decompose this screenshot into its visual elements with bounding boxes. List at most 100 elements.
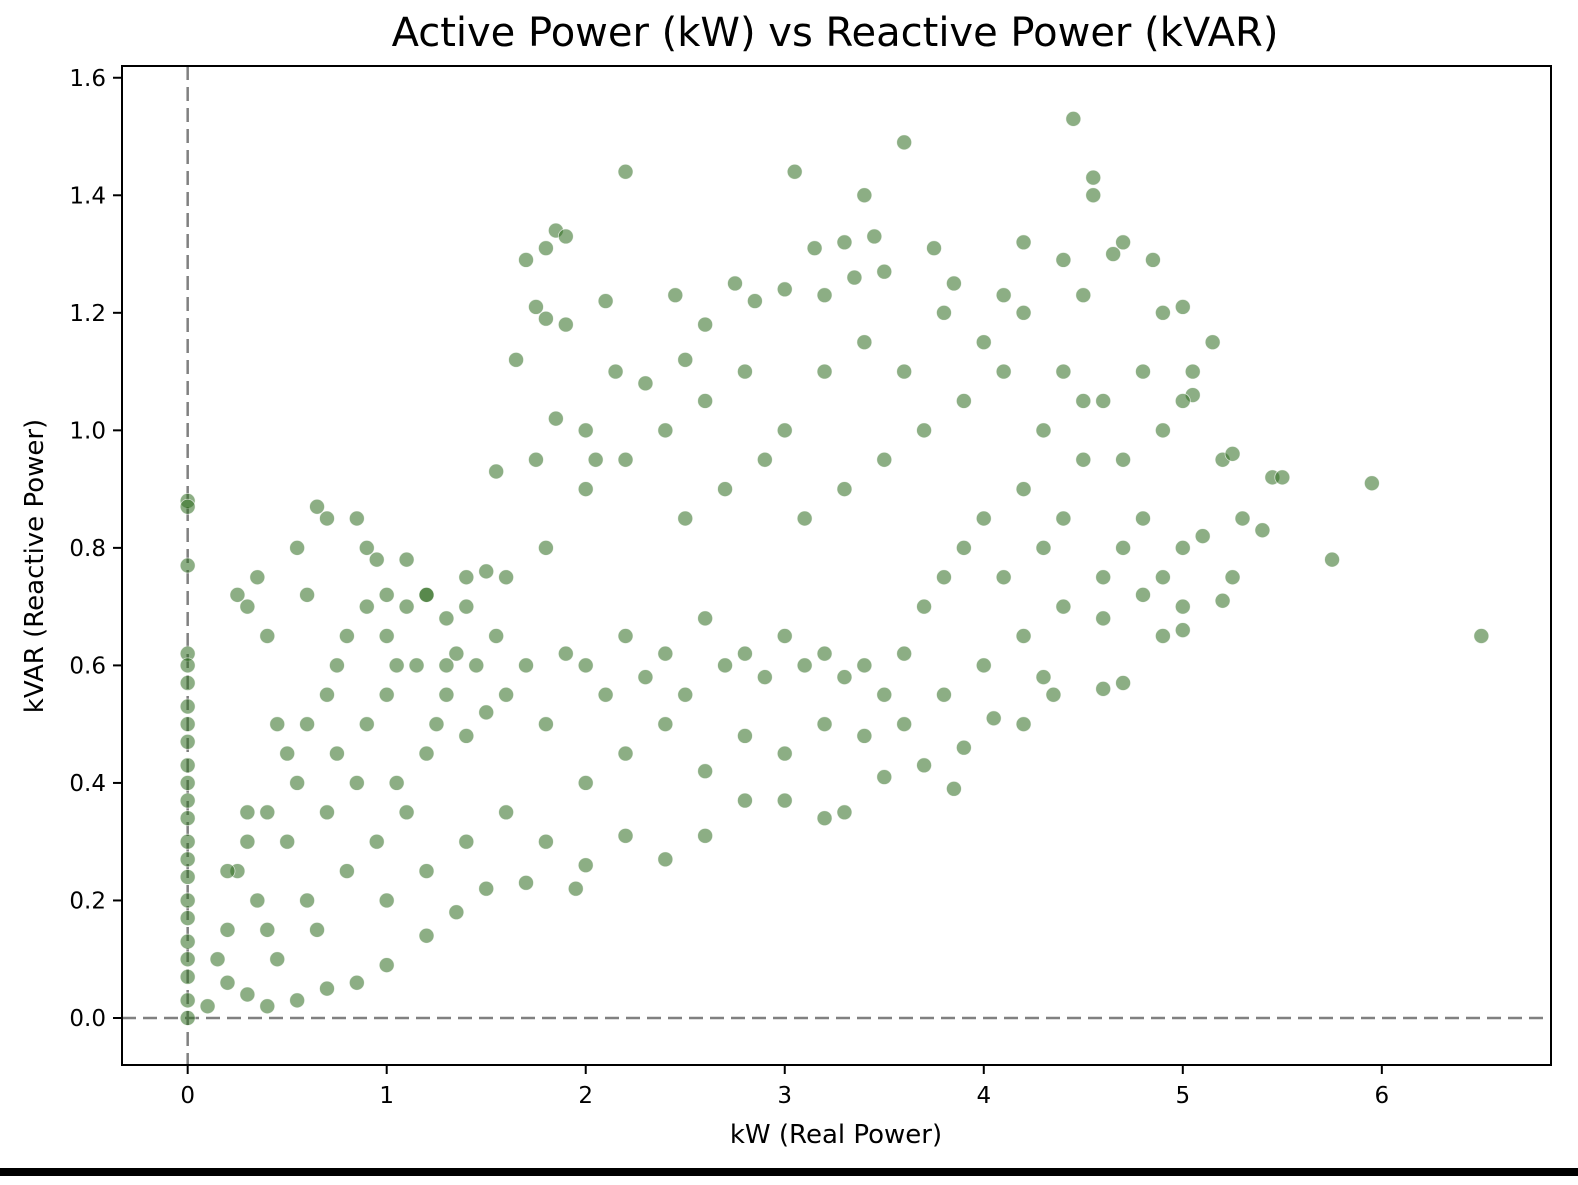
scatter-point	[478, 880, 495, 897]
scatter-point	[259, 998, 276, 1015]
scatter-point	[975, 657, 992, 674]
scatter-point	[438, 657, 455, 674]
scatter-point	[836, 481, 853, 498]
scatter-point	[378, 957, 395, 973]
scatter-point	[1174, 393, 1191, 409]
scatter-point	[348, 775, 365, 791]
scatter-point	[995, 287, 1012, 304]
y-tick-label: 1.6	[69, 66, 106, 92]
scatter-point	[617, 451, 634, 468]
y-tick-label: 0.4	[69, 771, 106, 797]
scatter-point	[866, 228, 883, 245]
scatter-point	[1035, 539, 1052, 556]
scatter-point	[1055, 252, 1072, 268]
scatter-point	[876, 263, 893, 280]
scatter-point	[1274, 469, 1291, 486]
scatter-point	[1075, 287, 1092, 304]
scatter-point	[1015, 716, 1032, 733]
scatter-point	[896, 716, 913, 733]
y-tick-label: 1.2	[69, 301, 106, 327]
scatter-point	[1035, 669, 1052, 686]
scatter-point	[995, 363, 1012, 380]
scatter-point	[995, 569, 1012, 586]
y-tick-label: 0.0	[69, 1006, 106, 1032]
scatter-point	[368, 551, 385, 568]
scatter-point	[209, 951, 226, 968]
scatter-point	[538, 716, 554, 733]
scatter-point	[816, 645, 833, 662]
scatter-point	[239, 804, 256, 821]
scatter-point	[697, 610, 714, 627]
scatter-point	[319, 686, 335, 703]
scatter-point	[498, 686, 515, 703]
scatter-point	[229, 586, 246, 603]
scatter-point	[319, 510, 335, 527]
scatter-point	[1055, 598, 1072, 615]
scatter-point	[677, 351, 694, 368]
plot-frame	[121, 65, 1552, 1066]
scatter-point	[1115, 675, 1131, 691]
scatter-point	[508, 351, 524, 368]
scatter-point	[916, 422, 932, 439]
scatter-point	[538, 833, 554, 850]
scatter-point	[279, 745, 296, 762]
scatter-point	[458, 598, 475, 615]
scatter-point	[776, 628, 793, 644]
scatter-point	[1035, 422, 1052, 439]
scatter-point	[179, 498, 196, 515]
scatter-point	[637, 669, 654, 686]
scatter-point	[737, 792, 753, 809]
scatter-point	[1254, 522, 1271, 539]
scatter-point	[587, 451, 604, 468]
scatter-point	[468, 657, 485, 674]
scatter-point	[448, 645, 465, 662]
scatter-point	[179, 757, 196, 774]
scatter-point	[746, 293, 763, 309]
scatter-point	[319, 804, 335, 821]
scatter-point	[756, 451, 773, 468]
scatter-point	[1055, 510, 1072, 527]
scatter-point	[776, 422, 793, 439]
scatter-point	[478, 704, 495, 721]
scatter-point	[786, 163, 803, 180]
scatter-point	[926, 240, 942, 257]
scatter-point	[179, 775, 196, 791]
scatter-point	[378, 586, 395, 603]
scatter-point	[309, 921, 325, 938]
scatter-point	[319, 980, 335, 997]
scatter-point	[299, 892, 315, 909]
x-tick-label: 4	[976, 1083, 991, 1109]
scatter-point	[179, 557, 196, 574]
scatter-point	[179, 910, 196, 926]
scatter-point	[398, 598, 415, 615]
scatter-point	[955, 393, 972, 409]
scatter-point	[179, 675, 196, 691]
scatter-point	[896, 645, 913, 662]
scatter-point	[1015, 304, 1032, 321]
scatter-point	[796, 657, 813, 674]
scatter-point	[737, 363, 753, 380]
scatter-point	[657, 645, 674, 662]
scatter-point	[1135, 586, 1151, 603]
x-tick-label: 6	[1375, 1083, 1390, 1109]
scatter-point	[1473, 628, 1490, 644]
scatter-point	[1184, 363, 1201, 380]
scatter-point	[607, 363, 624, 380]
scatter-point	[577, 775, 594, 791]
scatter-point	[348, 510, 365, 527]
scatter-point	[478, 563, 495, 580]
scatter-point	[916, 757, 932, 774]
scatter-point	[776, 745, 793, 762]
scatter-point	[498, 804, 515, 821]
scatter-point	[697, 393, 714, 409]
scatter-point	[557, 316, 574, 333]
x-tick-label: 1	[379, 1083, 394, 1109]
scatter-point	[1085, 169, 1102, 186]
scatter-point	[657, 716, 674, 733]
scatter-point	[309, 498, 325, 515]
scatter-point	[388, 657, 405, 674]
x-axis-label: kW (Real Power)	[730, 1120, 942, 1150]
scatter-point	[538, 240, 554, 257]
scatter-point	[1174, 299, 1191, 315]
